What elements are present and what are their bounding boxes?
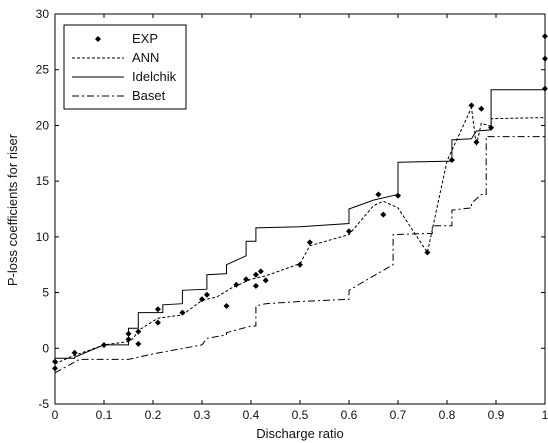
x-tick-label: 0 [52, 408, 59, 422]
exp-point [262, 277, 269, 284]
exp-point [135, 340, 142, 347]
x-tick-label: 0.9 [488, 408, 505, 422]
series-layer [52, 33, 548, 374]
x-tick-label: 0.4 [243, 408, 260, 422]
exp-point [203, 291, 210, 298]
exp-point [542, 55, 548, 62]
x-tick-label: 0.7 [390, 408, 407, 422]
exp-point [297, 261, 303, 268]
exp-point [223, 302, 230, 309]
legend-label-idelchik: Idelchik [132, 69, 177, 84]
y-tick-label: 25 [36, 63, 50, 77]
x-tick-label: 0.8 [439, 408, 456, 422]
baset-line [54, 136, 545, 374]
exp-point [375, 191, 382, 198]
x-tick-label: 0.3 [194, 408, 211, 422]
y-tick-label: 5 [42, 286, 49, 300]
y-axis-label: P-loss coefficients for riser [5, 133, 20, 286]
exp-point [52, 365, 58, 372]
exp-point [468, 102, 475, 109]
x-tick-label: 0.2 [145, 408, 162, 422]
exp-point [395, 192, 401, 199]
exp-point [542, 33, 548, 40]
exp-point [306, 239, 313, 246]
x-tick-label: 0.5 [292, 408, 309, 422]
y-tick-label: 15 [36, 174, 50, 188]
y-tick-label: 10 [36, 230, 50, 244]
legend-label-baset: Baset [132, 88, 166, 103]
exp-point [243, 276, 250, 283]
legend-label-exp: EXP [132, 31, 158, 46]
y-tick-label: -5 [38, 397, 49, 411]
exp-point [257, 268, 264, 275]
legend: EXP ANN Idelchik Baset [63, 24, 187, 110]
exp-point [252, 271, 259, 278]
idelchik-line [55, 89, 545, 359]
exp-point [154, 319, 161, 326]
x-axis-label: Discharge ratio [256, 426, 343, 441]
series-idelchik [55, 89, 545, 359]
axis-ticks: 0 0.1 0.2 0.3 0.4 0.5 0.6 0.7 0.8 0.9 1-5051015202… [36, 7, 548, 422]
exp-point [346, 228, 352, 235]
y-tick-label: 30 [36, 7, 50, 21]
exp-point [154, 306, 161, 313]
exp-point [199, 296, 205, 303]
exp-point [478, 105, 485, 112]
exp-point [71, 349, 78, 356]
exp-point [252, 282, 259, 289]
y-tick-label: 0 [42, 341, 49, 355]
legend-marker-exp [95, 36, 101, 42]
x-tick-label: 0.6 [341, 408, 358, 422]
exp-point [135, 328, 142, 335]
legend-label-ann: ANN [132, 50, 159, 65]
legend-box [63, 24, 187, 110]
y-tick-label: 20 [36, 118, 50, 132]
x-tick-label: 1 [542, 408, 548, 422]
legend-items: EXP ANN Idelchik Baset [72, 31, 177, 103]
series-baset [54, 136, 545, 374]
exp-point [380, 211, 387, 218]
x-tick-label: 0.1 [96, 408, 113, 422]
